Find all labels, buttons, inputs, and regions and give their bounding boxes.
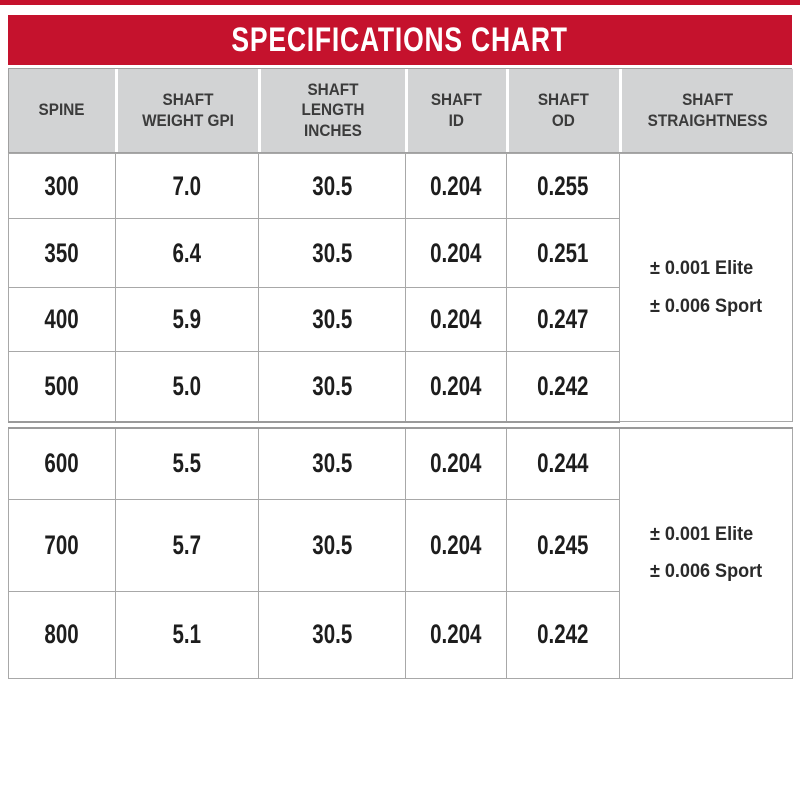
header-line: INCHES bbox=[303, 120, 362, 140]
table-row-400: 400 5.9 30.5 0.204 0.247 bbox=[8, 287, 793, 352]
spine-cell: 500 bbox=[8, 351, 116, 423]
header-line: SPINE bbox=[38, 100, 85, 120]
length-cell: 30.5 bbox=[258, 218, 406, 288]
spine-cell: 350 bbox=[8, 218, 116, 288]
weight-gpi-cell: 5.9 bbox=[115, 287, 259, 352]
spec-table-header: SPINE SHAFT WEIGHT GPI SHAFT LENGTH INCH… bbox=[8, 68, 793, 153]
shaft-id-cell: 0.204 bbox=[405, 351, 507, 423]
weight-gpi-cell: 6.4 bbox=[115, 218, 259, 288]
header-line: SHAFT bbox=[681, 90, 733, 110]
header-line: SHAFT bbox=[430, 90, 482, 110]
title-bar: SPECIFICATIONS CHART bbox=[8, 15, 792, 65]
straightness-line: ± 0.001 Elite bbox=[649, 524, 754, 546]
header-line: WEIGHT GPI bbox=[141, 110, 234, 130]
table-row-600: 600 5.5 30.5 0.204 0.244 ± 0.001 Elite ±… bbox=[8, 427, 793, 679]
page-title: SPECIFICATIONS CHART bbox=[231, 20, 569, 59]
straightness-line: ± 0.006 Sport bbox=[649, 561, 763, 583]
straightness-cell-group-2: ± 0.001 Elite ± 0.006 Sport bbox=[619, 427, 793, 679]
length-cell: 30.5 bbox=[258, 590, 406, 679]
header-line: STRAIGHTNESS bbox=[647, 110, 768, 130]
shaft-id-cell: 0.204 bbox=[405, 590, 507, 679]
col-header-shaft-od: SHAFT OD bbox=[505, 69, 620, 152]
col-header-shaft-straightness: SHAFT STRAIGHTNESS bbox=[618, 69, 793, 152]
shaft-od-cell: 0.245 bbox=[506, 498, 620, 592]
weight-gpi-cell: 5.1 bbox=[115, 590, 259, 679]
shaft-od-cell: 0.242 bbox=[506, 590, 620, 679]
weight-gpi-cell: 5.0 bbox=[115, 351, 259, 423]
spine-cell: 300 bbox=[8, 153, 116, 219]
table-row-800: 800 5.1 30.5 0.204 0.242 bbox=[8, 590, 793, 679]
table-row-300: 300 7.0 30.5 0.204 0.255 ± 0.001 Elite ±… bbox=[8, 153, 793, 422]
weight-gpi-cell: 7.0 bbox=[115, 153, 259, 219]
spine-cell: 700 bbox=[8, 498, 116, 592]
shaft-id-cell: 0.204 bbox=[405, 427, 507, 500]
spec-table-group-2: 600 5.5 30.5 0.204 0.244 ± 0.001 Elite ±… bbox=[8, 427, 793, 679]
header-row: SPINE SHAFT WEIGHT GPI SHAFT LENGTH INCH… bbox=[9, 69, 793, 152]
length-cell: 30.5 bbox=[258, 287, 406, 352]
shaft-od-cell: 0.247 bbox=[506, 287, 620, 352]
header-line: OD bbox=[552, 110, 575, 130]
spine-cell: 600 bbox=[8, 427, 116, 500]
header-line: SHAFT bbox=[161, 90, 213, 110]
col-header-spine: SPINE bbox=[9, 69, 116, 152]
col-header-shaft-id: SHAFT ID bbox=[404, 69, 507, 152]
shaft-od-cell: 0.242 bbox=[506, 351, 620, 423]
header-line: SHAFT bbox=[537, 90, 589, 110]
header-line: LENGTH bbox=[301, 100, 364, 120]
shaft-id-cell: 0.204 bbox=[405, 153, 507, 219]
straightness-cell-group-1: ± 0.001 Elite ± 0.006 Sport bbox=[619, 153, 793, 422]
spine-cell: 800 bbox=[8, 590, 116, 679]
length-cell: 30.5 bbox=[258, 498, 406, 592]
col-header-shaft-weight-gpi: SHAFT WEIGHT GPI bbox=[114, 69, 259, 152]
length-cell: 30.5 bbox=[258, 351, 406, 423]
shaft-od-cell: 0.255 bbox=[506, 153, 620, 219]
table-row-500: 500 5.0 30.5 0.204 0.242 bbox=[8, 351, 793, 423]
shaft-od-cell: 0.244 bbox=[506, 427, 620, 500]
table-row-700: 700 5.7 30.5 0.204 0.245 bbox=[8, 498, 793, 592]
straightness-line: ± 0.006 Sport bbox=[649, 295, 763, 317]
weight-gpi-cell: 5.7 bbox=[115, 498, 259, 592]
spine-cell: 400 bbox=[8, 287, 116, 352]
length-cell: 30.5 bbox=[258, 153, 406, 219]
shaft-od-cell: 0.251 bbox=[506, 218, 620, 288]
spec-table-group-1: 300 7.0 30.5 0.204 0.255 ± 0.001 Elite ±… bbox=[8, 153, 793, 423]
length-cell: 30.5 bbox=[258, 427, 406, 500]
shaft-id-cell: 0.204 bbox=[405, 498, 507, 592]
shaft-id-cell: 0.204 bbox=[405, 218, 507, 288]
shaft-id-cell: 0.204 bbox=[405, 287, 507, 352]
top-accent-strip bbox=[0, 0, 800, 5]
header-line: SHAFT bbox=[306, 80, 358, 100]
col-header-shaft-length-inches: SHAFT LENGTH INCHES bbox=[257, 69, 406, 152]
straightness-line: ± 0.001 Elite bbox=[649, 258, 754, 280]
header-line: ID bbox=[448, 110, 465, 130]
weight-gpi-cell: 5.5 bbox=[115, 427, 259, 500]
